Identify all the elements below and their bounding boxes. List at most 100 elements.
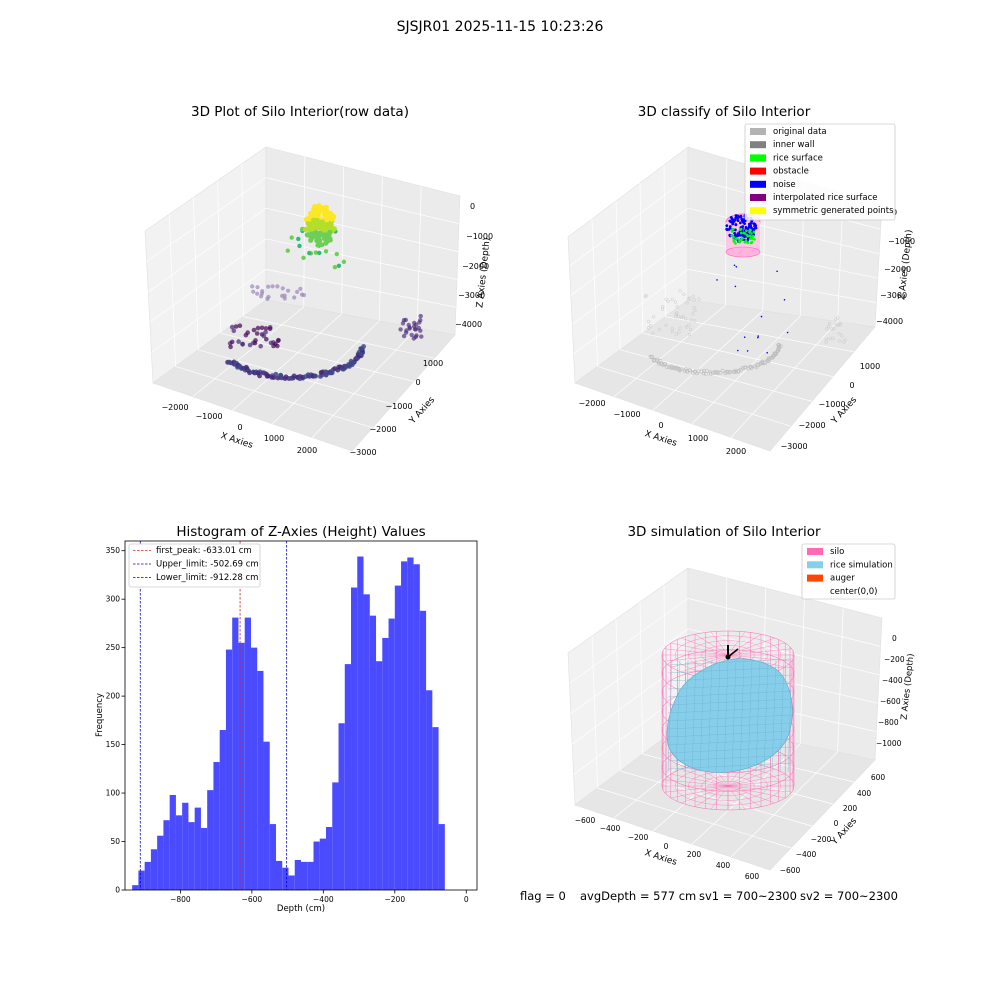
gridline: [691, 743, 801, 845]
histogram-bar: [282, 867, 289, 890]
legend-swatch: [750, 194, 766, 201]
noise-point: [757, 336, 759, 339]
raw-y-tick-labels: 1000 0 −1000 −2000 −3000: [349, 359, 443, 457]
gridline: [837, 607, 844, 753]
point: [295, 289, 300, 294]
noise-point: [734, 214, 738, 217]
point: [313, 250, 319, 255]
original-point: [674, 332, 678, 336]
histogram-bar: [332, 782, 339, 890]
silo-spoke: [710, 785, 729, 810]
original-point: [665, 365, 669, 369]
rice-simulation-mesh: [666, 658, 793, 773]
original-point: [827, 321, 832, 326]
noise-point: [776, 270, 778, 273]
point: [229, 339, 235, 345]
original-point: [697, 297, 701, 301]
original-point: [687, 332, 692, 337]
noise-point: [739, 221, 742, 225]
point: [243, 332, 249, 338]
point: [255, 291, 260, 296]
histogram-bar: [269, 824, 276, 890]
original-point: [836, 316, 840, 320]
rice-surface-point: [751, 234, 755, 238]
simulation-y-tick: −200: [811, 835, 832, 844]
legend-swatch: [750, 167, 766, 175]
rice-mesh-line: [667, 722, 793, 730]
point: [313, 373, 318, 379]
simulation-x-tick: −200: [628, 833, 649, 842]
rice-mesh-line: [667, 746, 793, 754]
rice-mesh-line: [667, 714, 793, 722]
histogram-bar: [232, 617, 239, 890]
original-point: [644, 294, 648, 298]
point: [312, 208, 318, 214]
raw-x-tick: 2000: [297, 446, 317, 455]
rice-mesh-line: [667, 762, 793, 770]
original-point: [824, 340, 828, 344]
noise-point: [743, 336, 746, 339]
raw-y-tick: −1000: [385, 402, 412, 411]
point: [280, 293, 285, 298]
rice-surface-point: [730, 234, 733, 237]
point: [237, 323, 243, 329]
rice-surface-point: [740, 237, 744, 240]
gridline: [265, 269, 457, 308]
silo-spoke: [664, 779, 729, 787]
noise-point: [753, 224, 757, 228]
point: [228, 344, 233, 350]
histogram-bar: [426, 690, 433, 890]
classify-panel-title: 3D classify of Silo Interior: [638, 104, 811, 120]
histogram-bar: [413, 564, 420, 890]
original-point: [836, 323, 840, 328]
point: [276, 337, 281, 343]
gridline: [642, 753, 834, 805]
classified-point-cloud: [643, 213, 847, 376]
point: [418, 313, 423, 319]
original-point: [677, 330, 681, 334]
point: [259, 294, 264, 299]
gridline: [591, 218, 598, 367]
point: [233, 324, 239, 329]
original-point: [692, 305, 696, 310]
silo-spoke: [681, 785, 729, 804]
silo-spoke: [670, 654, 729, 668]
rice-surface-point: [746, 241, 749, 244]
point: [266, 284, 271, 289]
gridline: [341, 166, 344, 315]
histogram-bar: [319, 838, 327, 890]
original-point: [669, 365, 673, 370]
point: [323, 249, 329, 254]
point: [319, 219, 325, 225]
point: [323, 204, 329, 210]
simulation-z-tick: −600: [880, 697, 901, 706]
legend-swatch: [807, 574, 823, 582]
noise-point: [760, 315, 763, 318]
point: [250, 284, 255, 289]
rice-surface-point: [732, 239, 736, 243]
simulation-z-tick: −200: [884, 655, 905, 664]
raw-z-tick: −1000: [466, 232, 493, 241]
rice-surface-point: [730, 230, 734, 233]
original-point: [692, 298, 696, 302]
raw-x-tick-labels: −2000 −1000 0 1000 2000: [161, 403, 317, 455]
interpolated-surface-bottom: [725, 246, 761, 258]
point: [257, 373, 262, 379]
original-point: [843, 337, 847, 342]
gridline: [146, 177, 267, 262]
point: [400, 321, 406, 326]
simulation-legend: silo rice simulation auger center(0,0): [801, 543, 896, 600]
noise-point: [733, 231, 736, 235]
gridline: [243, 316, 435, 359]
floor-pane: [574, 719, 876, 871]
original-point: [768, 355, 773, 360]
gridline: [597, 366, 792, 427]
gridline: [687, 238, 878, 279]
sv1-readout: sv1 = 700~2300: [699, 889, 797, 903]
original-point: [708, 371, 713, 376]
gridline: [571, 238, 689, 325]
point: [261, 333, 267, 339]
legend-label: obstacle: [773, 167, 809, 177]
histogram-bar: [344, 664, 352, 890]
histogram-bar: [338, 723, 345, 890]
